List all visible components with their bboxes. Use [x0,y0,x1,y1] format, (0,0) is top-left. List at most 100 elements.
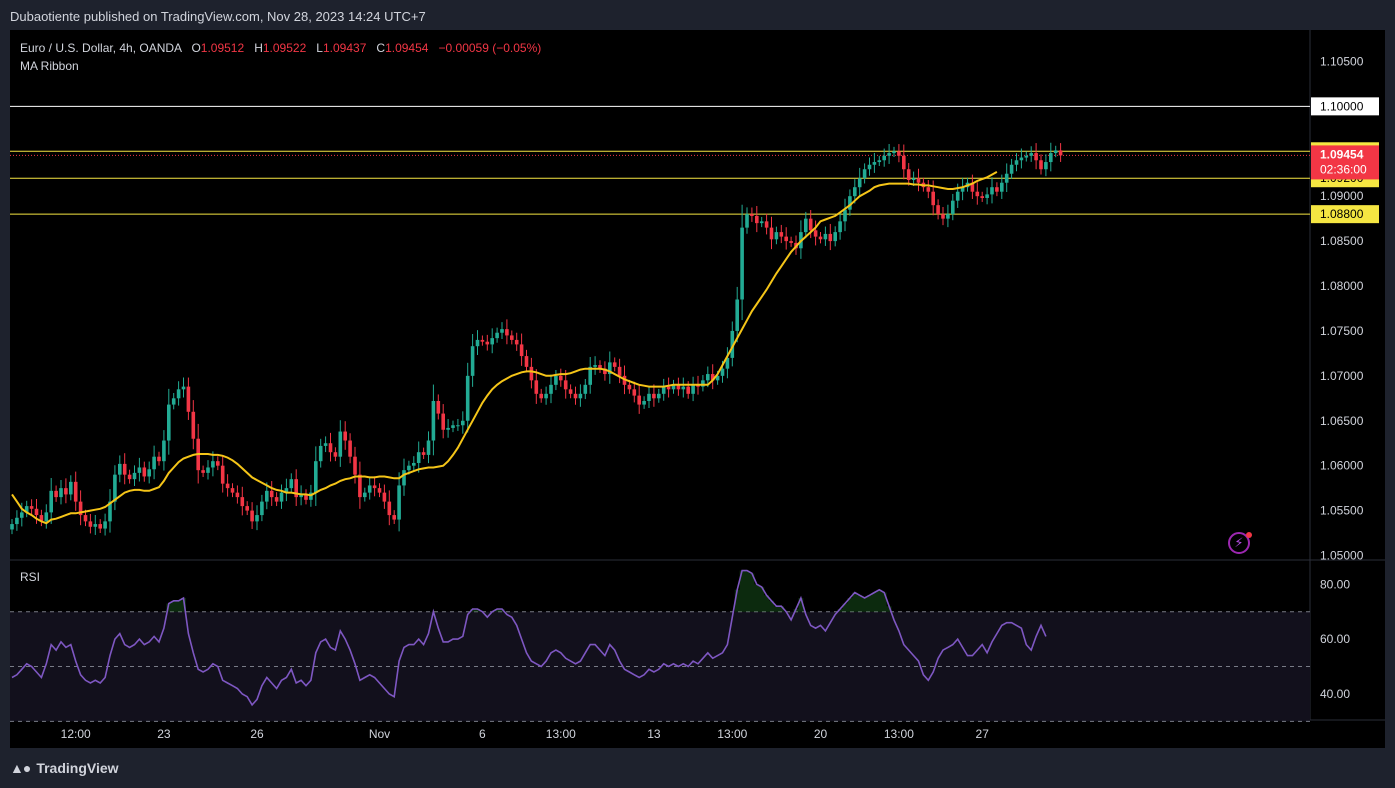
price-tick-label: 1.08500 [1320,234,1364,248]
candle-body [328,443,333,453]
candle-body [554,375,558,385]
candle-body [1029,153,1033,156]
indicator-ma-ribbon[interactable]: MA Ribbon [20,59,79,73]
candle-body [446,427,450,430]
price-tick-label: 1.06500 [1320,414,1364,428]
candle-body [451,425,455,428]
countdown-label: 02:36:00 [1320,162,1367,176]
candle-body [1039,160,1043,170]
price-tick-label: 1.10500 [1320,54,1364,68]
candle-body [127,474,132,480]
candle-body [225,483,230,489]
candle-body [147,469,151,477]
candle-body [431,401,436,441]
candle-body [470,346,475,376]
candle-body [926,187,931,192]
candle-body [985,194,989,198]
candle-body [54,490,58,498]
candle-body [715,375,720,381]
candle-body [808,218,813,231]
rsi-tick-label: 80.00 [1320,577,1350,591]
candle-body [152,456,156,470]
candle-body [534,380,539,394]
candle-body [877,160,882,163]
candle-body [475,339,480,347]
candle-body [946,214,950,219]
symbol-legend-row: Euro / U.S. Dollar, 4h, OANDA O1.09512 H… [20,39,541,57]
candle-body [931,191,935,206]
candle-body [1058,150,1063,156]
candle-body [750,214,754,216]
candle-body [441,413,445,430]
open-value: 1.09512 [200,41,245,55]
chart-canvas[interactable]: 1.105001.100001.095001.090001.085001.080… [10,30,1385,748]
candle-body [1014,160,1019,165]
close-value: 1.09454 [385,41,429,55]
candle-body [661,386,666,394]
candle-body [78,501,83,516]
candle-body [519,344,524,357]
chart-legend: Euro / U.S. Dollar, 4h, OANDA O1.09512 H… [20,39,541,75]
current-price-label: 1.09454 [1320,147,1364,161]
candle-body [764,221,769,228]
candle-body [314,461,318,493]
candle-body [740,227,744,300]
candle-body [897,151,901,156]
candle-body [568,389,573,394]
price-tick-label: 1.06000 [1320,459,1364,473]
candle-body [69,481,73,495]
candle-body [980,196,984,198]
candle-body [181,386,186,390]
candle-body [211,461,215,468]
chart-area[interactable]: 1.105001.100001.095001.090001.085001.080… [10,30,1385,748]
footer-brand[interactable]: ▲● TradingView [10,760,119,776]
price-tick-label: 1.07000 [1320,369,1364,383]
lightning-icon[interactable]: ⚡ [1228,532,1250,554]
candle-body [15,517,19,525]
candle-body [813,230,818,237]
candle-body [652,393,656,399]
candle-body [88,521,93,527]
time-tick-label: 26 [250,727,264,741]
candle-body [412,462,416,466]
candle-body [461,420,465,426]
level-price-tag-label: 1.08800 [1320,207,1364,221]
candle-body [167,404,171,441]
candle-body [1004,173,1009,183]
candle-body [333,452,338,457]
time-tick-label: 6 [479,727,486,741]
time-tick-label: 13:00 [546,727,576,741]
candle-body [59,488,63,498]
candle-body [162,440,166,462]
candle-body [255,515,259,522]
candle-body [857,178,862,188]
candle-body [265,490,269,502]
candle-body [666,386,671,390]
candle-body [833,232,837,242]
candle-body [608,362,612,375]
rsi-pane-label[interactable]: RSI [20,570,41,584]
symbol-name[interactable]: Euro / U.S. Dollar, 4h, OANDA [20,41,182,55]
candle-body [186,386,191,412]
candle-body [637,395,641,405]
rsi-overbought-fill [166,570,892,612]
open-label: O [191,41,201,55]
candle-body [1024,155,1029,158]
candle-body [573,393,578,399]
candle-body [382,492,387,502]
time-tick-label: 23 [157,727,171,741]
notification-dot [1246,532,1252,538]
candle-body [137,467,142,473]
candle-body [274,497,279,502]
candle-body [142,467,147,477]
candle-body [358,474,362,498]
candle-body [583,384,588,394]
candle-body [480,339,485,342]
time-tick-label: 12:00 [61,727,91,741]
candle-body [632,389,637,396]
candle-body [421,452,426,455]
time-tick-label: 27 [976,727,990,741]
candle-body [745,214,749,228]
candle-body [216,461,220,466]
candle-body [230,488,235,493]
